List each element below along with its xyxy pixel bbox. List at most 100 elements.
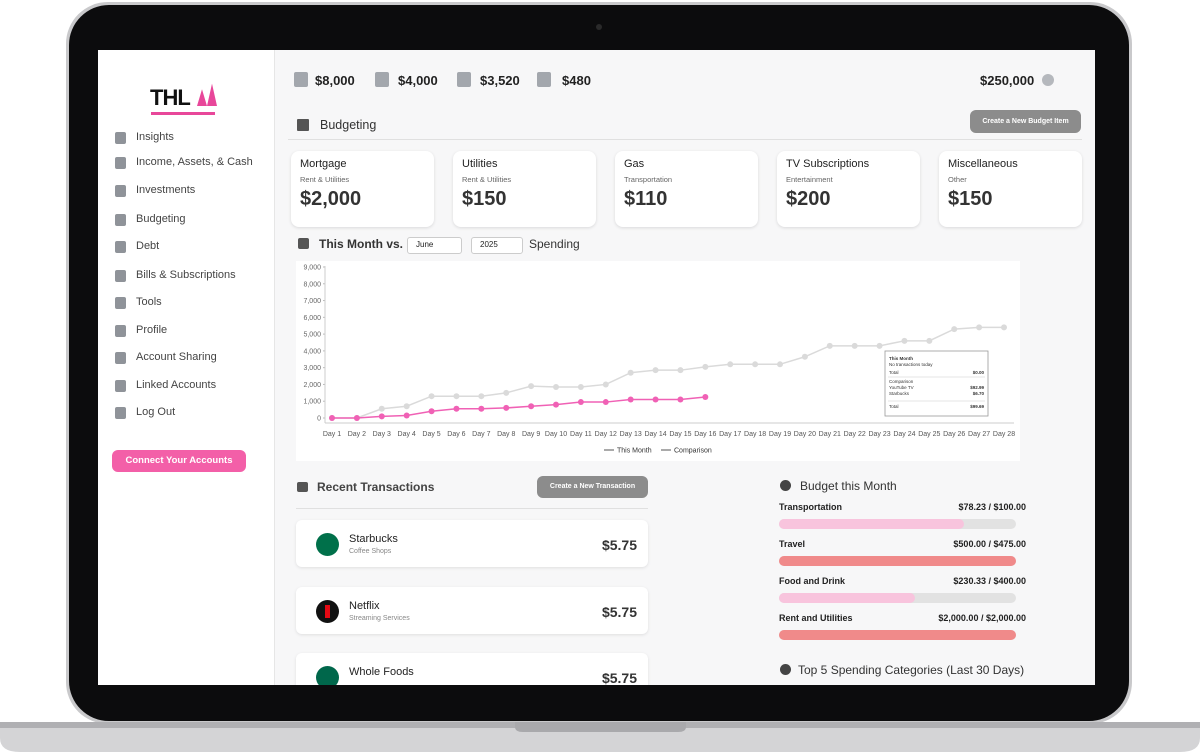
data-point <box>353 415 360 421</box>
nav-item[interactable]: Log Out <box>136 406 176 418</box>
icon <box>297 482 308 492</box>
budget-card <box>939 151 1082 227</box>
data-point <box>453 393 460 400</box>
data-point <box>553 383 559 390</box>
y-tick-label: 2,000 <box>303 382 321 389</box>
data-point <box>951 326 958 333</box>
transaction-row[interactable] <box>296 653 648 685</box>
icon <box>294 72 308 87</box>
data-point <box>727 361 734 368</box>
card-name: TV Subscriptions <box>786 158 870 170</box>
x-tick-label: Day 14 <box>644 431 666 438</box>
create-budget-button[interactable]: Create a New Budget Item <box>970 110 1081 133</box>
data-point <box>801 353 808 360</box>
x-tick-label: Day 15 <box>669 431 691 438</box>
budget-card <box>291 151 434 227</box>
data-point <box>428 408 435 415</box>
card-category: Rent & Utilities <box>462 175 512 184</box>
card-amount: $150 <box>462 188 507 210</box>
merchant-logo <box>316 533 339 556</box>
x-tick-label: Day 24 <box>893 431 915 438</box>
x-tick-label: Day 11 <box>570 431 592 438</box>
budget-card <box>777 151 920 227</box>
icon <box>457 72 471 87</box>
merchant-logo <box>316 666 339 685</box>
data-point <box>926 337 933 344</box>
section-title: Top 5 Spending Categories (Last 30 Days) <box>798 663 1025 677</box>
merchant-logo-mark <box>325 605 330 618</box>
series-line <box>332 396 706 419</box>
screen: THL Insights Income, Assets, & Cash Investm… <box>98 50 1095 685</box>
y-tick-label: 4,000 <box>303 348 321 355</box>
merchant-category: Coffee Shops <box>349 548 392 555</box>
legend-label: This Month <box>617 448 652 455</box>
card-category: Rent & Utilities <box>300 175 350 184</box>
nav-item[interactable]: Budgeting <box>136 213 186 225</box>
y-tick-label: 8,000 <box>303 281 321 288</box>
budget-bar <box>779 630 1016 640</box>
spending-suffix: Spending <box>529 237 580 251</box>
nav-item[interactable]: Debt <box>136 240 160 252</box>
transaction-row[interactable] <box>296 520 648 567</box>
nav-item[interactable]: Linked Accounts <box>136 379 217 391</box>
camera <box>596 24 602 30</box>
net-worth: $250,000 <box>980 73 1035 88</box>
transaction-row[interactable] <box>296 587 648 634</box>
card-amount: $150 <box>948 188 993 210</box>
data-point <box>378 405 385 412</box>
data-point <box>453 405 460 412</box>
nav-item[interactable]: Bills & Subscriptions <box>136 269 236 281</box>
transaction-amount: $5.75 <box>601 670 637 685</box>
year-select[interactable] <box>471 237 523 254</box>
data-point <box>577 399 584 406</box>
x-tick-label: Day 16 <box>694 431 716 438</box>
create-transaction-button[interactable]: Create a New Transaction <box>537 476 648 498</box>
data-point <box>403 403 410 410</box>
transaction-amount: $5.75 <box>601 604 637 620</box>
connect-button[interactable]: Connect Your Accounts <box>112 450 246 472</box>
stat-value: $3,520 <box>480 73 520 88</box>
x-tick-label: Day 6 <box>447 431 465 438</box>
nav-item[interactable]: Profile <box>136 324 168 336</box>
month-select[interactable] <box>407 237 462 254</box>
tooltip-text: YouTube TV <box>889 385 914 390</box>
logo-underline <box>151 112 215 115</box>
x-tick-label: Day 4 <box>398 431 416 438</box>
laptop-base <box>0 722 1200 752</box>
x-tick-label: Day 7 <box>472 431 490 438</box>
icon <box>115 132 126 144</box>
nav-item[interactable]: Tools <box>136 296 162 308</box>
budget-item-amount: $500.00 / $475.00 <box>953 539 1026 549</box>
nav-item[interactable]: Income, Assets, & Cash <box>136 156 253 168</box>
x-tick-label: Day 28 <box>993 431 1015 438</box>
y-tick-label: 9,000 <box>303 265 321 272</box>
card-amount: $200 <box>786 188 831 210</box>
data-point <box>851 342 858 349</box>
data-point <box>602 381 609 388</box>
y-tick-label: 3,000 <box>303 365 321 372</box>
nav-item[interactable]: Account Sharing <box>136 351 217 363</box>
data-point <box>428 393 435 400</box>
merchant-name: Starbucks <box>349 533 398 545</box>
x-tick-label: Day 13 <box>620 431 642 438</box>
x-tick-label: Day 5 <box>422 431 440 438</box>
logo: THL <box>150 85 191 110</box>
y-tick-label: 1,000 <box>303 399 321 406</box>
data-point <box>378 413 385 420</box>
data-point <box>702 394 709 401</box>
card-category: Entertainment <box>786 175 833 184</box>
budget-item-name: Rent and Utilities <box>779 613 853 623</box>
data-point <box>1001 324 1007 331</box>
x-tick-label: Day 12 <box>595 431 617 438</box>
budget-item-name: Transportation <box>779 502 843 512</box>
x-tick-label: Day 19 <box>769 431 791 438</box>
tooltip-text: Starbucks <box>889 391 910 396</box>
icon <box>297 119 309 131</box>
data-point <box>702 363 709 370</box>
nav-item[interactable]: Insights <box>136 131 174 143</box>
data-point <box>528 383 535 390</box>
nav-item[interactable]: Investments <box>136 184 196 196</box>
tooltip-text: $0.00 <box>973 370 985 375</box>
icon <box>115 185 126 197</box>
